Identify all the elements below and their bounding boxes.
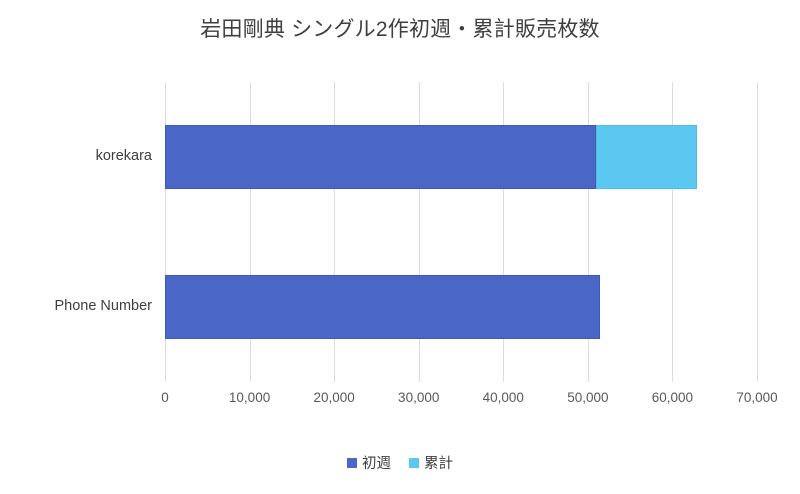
bar-segment-first-week[interactable] (165, 125, 597, 189)
plot-area (165, 82, 758, 382)
bar-segment-first-week[interactable] (165, 275, 600, 339)
legend-swatch-icon (347, 457, 357, 468)
gridline (672, 82, 674, 382)
bar-segment-cumulative[interactable] (596, 125, 697, 189)
gridline (587, 82, 589, 382)
x-axis-tick-label: 20,000 (313, 390, 355, 405)
bar-row[interactable] (165, 275, 757, 339)
legend-item[interactable]: 累計 (409, 452, 453, 473)
gridline (757, 82, 758, 382)
chart-title: 岩田剛典 シングル2作初週・累計販売枚数 (200, 18, 600, 41)
x-axis-tick-label: 50,000 (567, 390, 609, 405)
legend-label: 累計 (424, 456, 453, 472)
x-axis-tick-label: 10,000 (228, 390, 271, 405)
x-axis-tick-label: 40,000 (482, 390, 524, 405)
gridline (503, 82, 505, 382)
bar-row[interactable] (165, 125, 757, 189)
y-axis-category-label: Phone Number (54, 298, 152, 314)
x-axis-tick-label: 0 (161, 390, 169, 405)
legend-label: 初週 (362, 456, 391, 472)
x-axis-tick-label: 30,000 (398, 390, 440, 405)
chart-legend: 初週 累計 (0, 452, 800, 473)
y-axis-category-labels: korekara Phone Number (0, 82, 152, 382)
x-axis-tick-label: 70,000 (736, 390, 778, 405)
legend-swatch-icon (409, 457, 419, 468)
gridline (334, 82, 336, 382)
gridline (165, 82, 166, 382)
gridline (249, 82, 251, 382)
legend-item[interactable]: 初週 (347, 452, 391, 473)
x-axis-tick-label: 60,000 (651, 390, 694, 405)
y-axis-category-label: korekara (95, 148, 152, 164)
x-axis-tick-labels: 0 10,000 20,000 30,000 40,000 50,000 60,000 70,… (161, 390, 777, 412)
gridline (418, 82, 420, 382)
